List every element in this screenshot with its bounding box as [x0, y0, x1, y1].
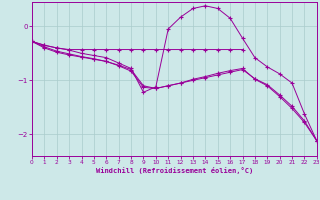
- X-axis label: Windchill (Refroidissement éolien,°C): Windchill (Refroidissement éolien,°C): [96, 167, 253, 174]
